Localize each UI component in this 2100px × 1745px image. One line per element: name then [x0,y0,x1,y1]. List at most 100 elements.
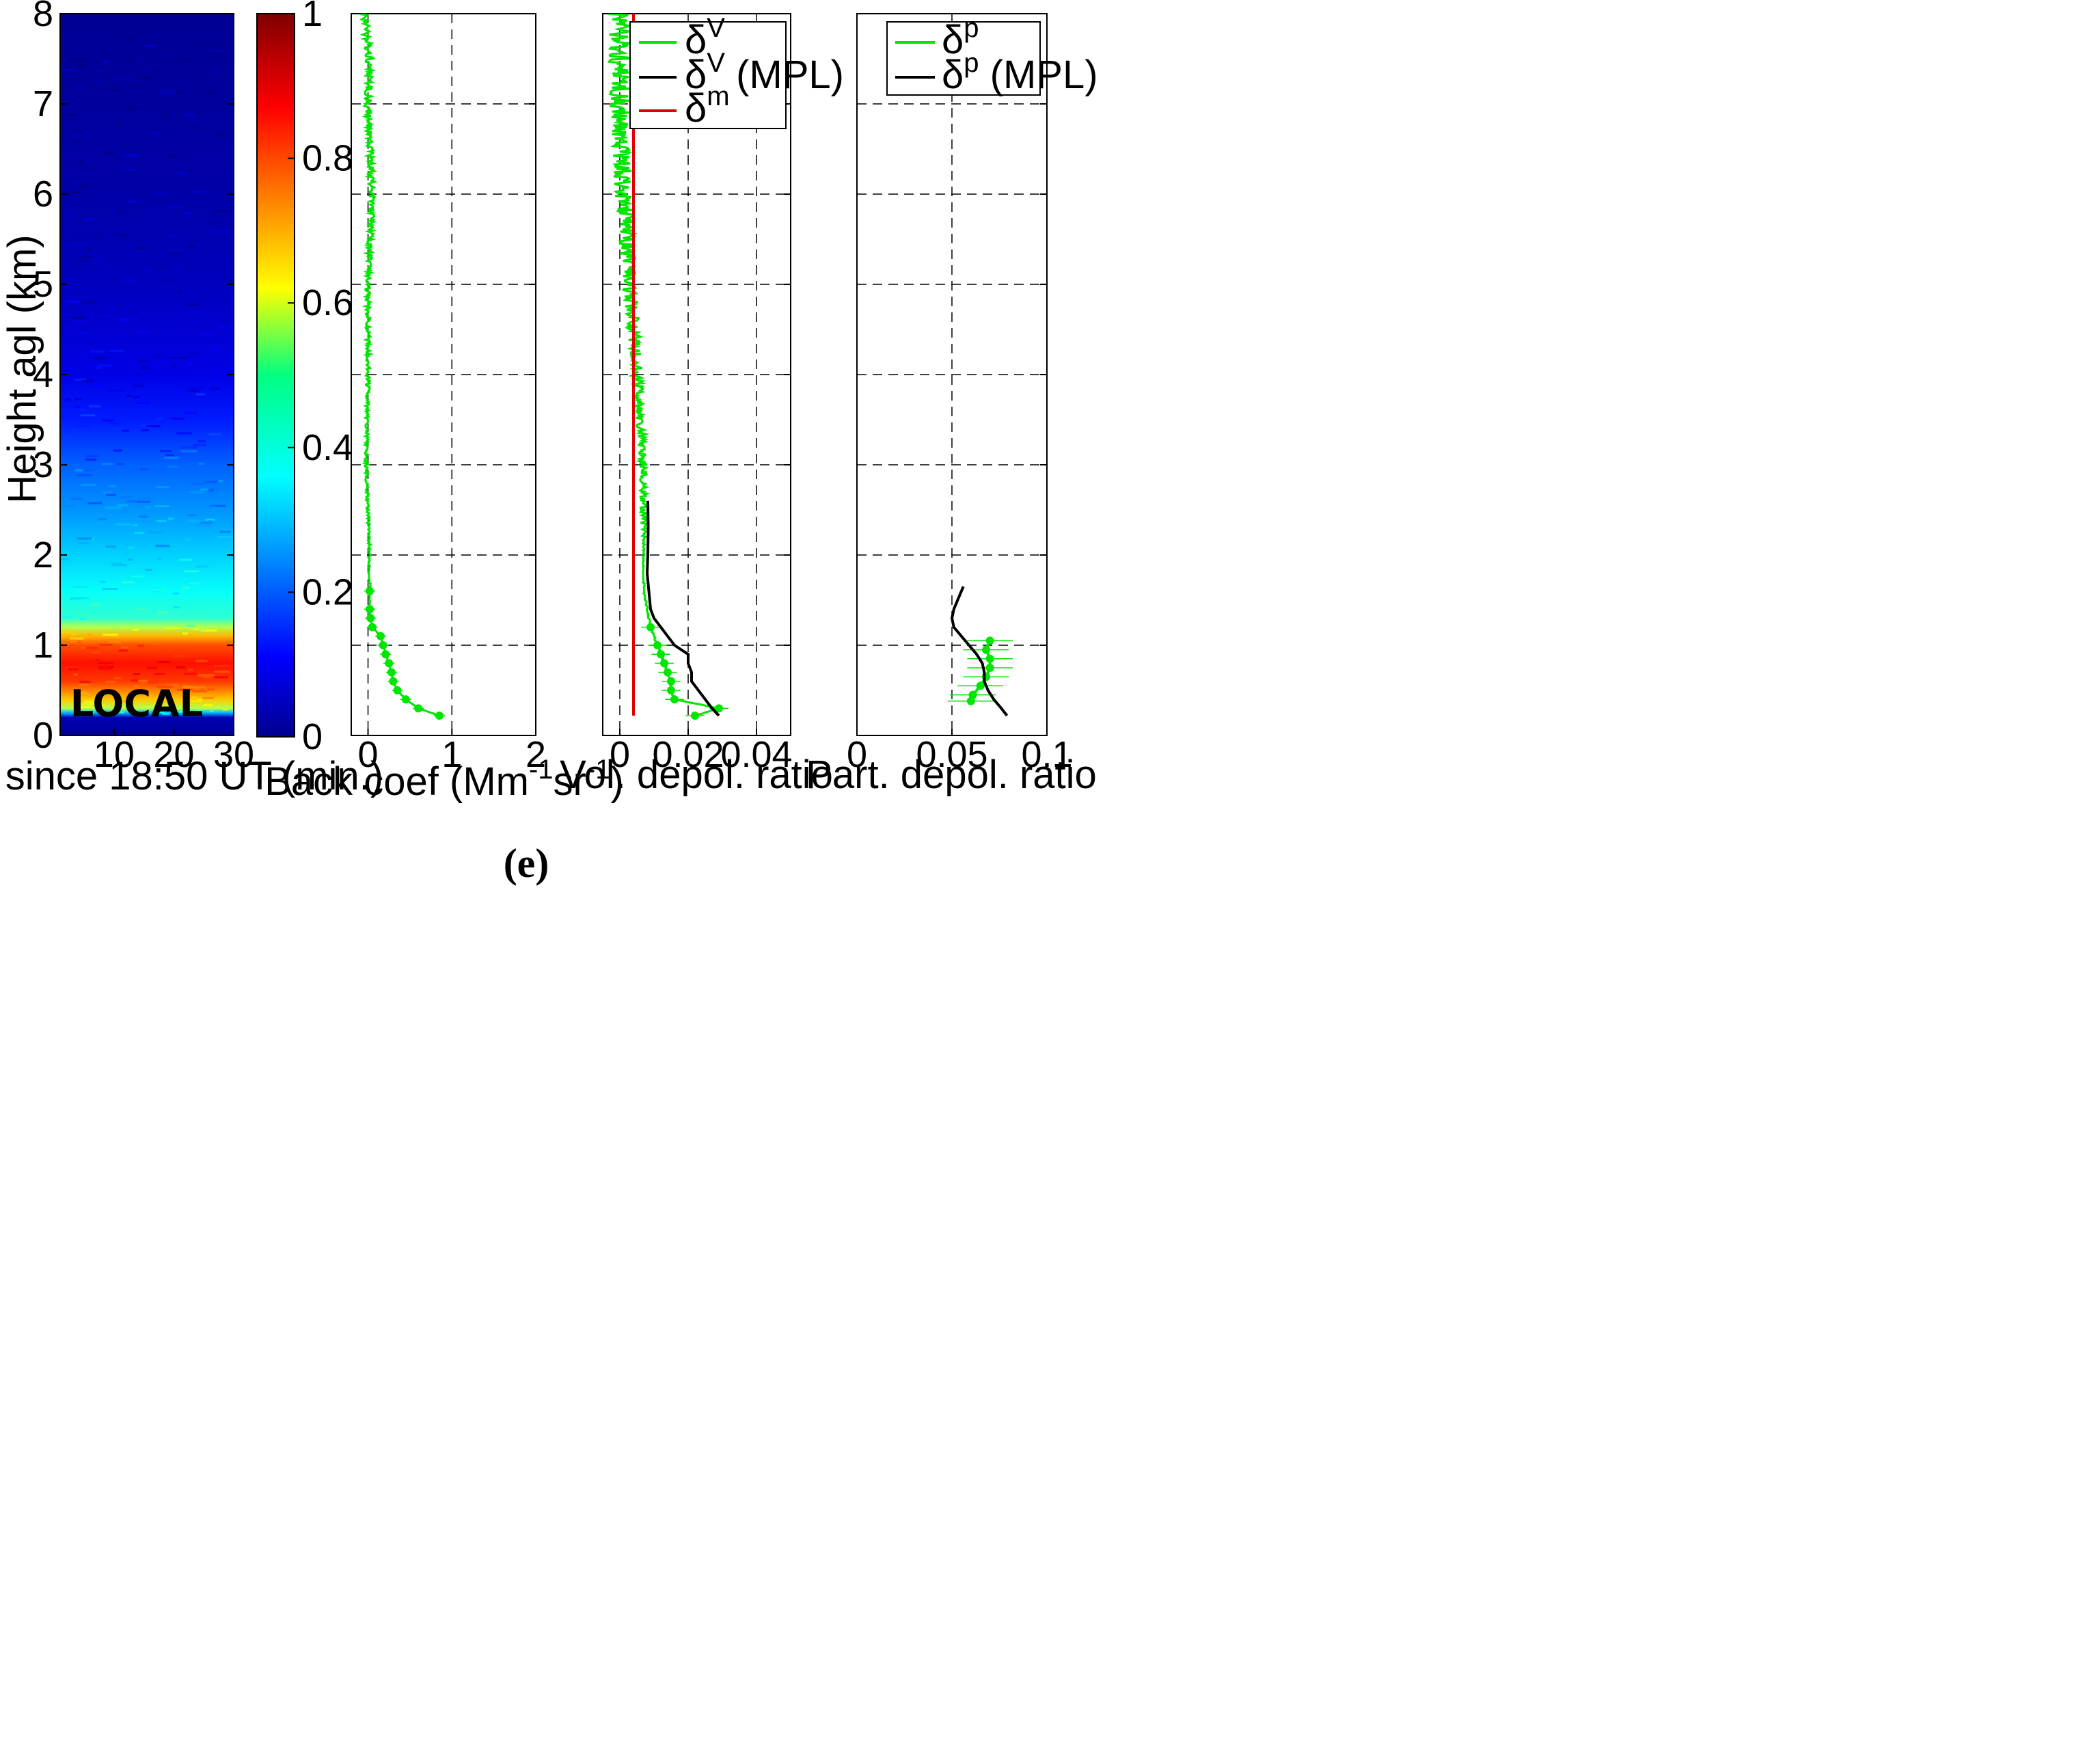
heatmap-streak [113,562,122,565]
heatmap-streak [153,70,160,72]
heatmap-streak [63,435,72,438]
heatmap-streak [182,586,190,589]
heatmap-streak [69,637,83,640]
heatmap-streak [128,558,133,561]
heatmap-streak [92,604,100,606]
heatmap-streak [120,57,127,59]
heatmap-streak [208,433,222,435]
heatmap-y-tick-label: 8 [33,0,53,34]
heatmap-streak [63,56,79,59]
heatmap-streak [172,417,185,420]
heatmap-streak [214,676,228,679]
heatmap-streak [210,230,227,233]
heatmap-streak [85,455,99,457]
heatmap-streak [138,331,149,334]
heatmap-streak [109,640,121,643]
heatmap-streak [86,234,103,236]
heatmap-streak [190,685,198,688]
heatmap-streak [222,77,229,80]
heatmap-streak [222,708,228,711]
heatmap-streak [187,520,203,523]
heatmap-streak [155,486,169,489]
heatmap-streak [115,77,124,79]
heatmap-streak [193,444,206,446]
series-line-δp (MPL) [950,586,1009,717]
x-tick-label: 2 [526,734,546,775]
heatmap-streak [135,608,146,610]
heatmap-streak [79,684,89,686]
heatmap-streak [118,700,131,703]
heatmap-streak [154,673,166,675]
heatmap-streak [200,522,213,524]
heatmap-streak [74,236,81,239]
colorbar-tick-label: 0.2 [302,571,353,612]
heatmap-streak [103,665,109,668]
heatmap-streak [113,626,119,629]
heatmap-streak [105,152,115,154]
heatmap-streak [204,368,213,370]
heatmap-streak [195,66,201,68]
heatmap-streak [77,474,92,476]
heatmap-streak [118,150,133,153]
heatmap-streak [169,252,185,255]
heatmap-streak [131,575,145,578]
heatmap-streak [90,350,104,353]
heatmap-streak [65,191,81,194]
heatmap-streak [63,369,70,372]
heatmap-streak [133,673,141,675]
heatmap-streak [165,280,174,283]
heatmap-x-label: Time since 18:50 UT (min.) [0,754,383,798]
heatmap-streak [195,660,208,662]
heatmap-streak [140,468,148,471]
heatmap-streak [196,709,202,712]
backscatter-frame [351,13,536,736]
heatmap-streak [155,545,170,547]
heatmap-texture [60,38,233,715]
heatmap-streak [70,640,77,642]
x-tick-label: 1 [441,734,462,775]
heatmap-streak [213,694,218,697]
heatmap-y-tick-label: 6 [33,174,53,215]
heatmap-streak [141,705,152,708]
heatmap-y-tick-label: 1 [33,625,53,666]
heatmap-streak [206,489,214,491]
heatmap-streak [132,524,138,527]
heatmap-streak [148,531,164,534]
heatmap-streak [72,599,85,601]
heatmap-streak [158,570,165,573]
heatmap-streak [196,393,206,396]
heatmap-streak [207,688,215,691]
heatmap-streak [98,704,106,707]
heatmap-streak [61,631,70,634]
heatmap-streak [135,401,151,404]
heatmap-streak [98,609,103,612]
legend-label-dv: δV [685,13,725,62]
heatmap-y-tick-label: 7 [33,83,53,124]
heatmap-streak [139,70,152,73]
heatmap-streak [214,220,221,223]
heatmap-streak [120,554,135,556]
heatmap-streak [64,398,72,401]
heatmap-streak [210,348,219,351]
heatmap-streak [173,265,180,268]
heatmap-streak [178,613,188,616]
heatmap-streak [153,193,169,195]
partdepol-legend: δp δp (MPL) [886,13,1098,97]
heatmap-streak [109,389,125,392]
heatmap-streak [182,698,189,701]
heatmap-streak [80,167,94,170]
heatmap-streak [131,690,146,692]
heatmap-streak [116,304,124,307]
heatmap-streak [198,462,204,465]
heatmap-streak [209,710,214,713]
heatmap-streak [116,210,126,213]
heatmap-streak [183,570,200,573]
heatmap-streak [131,712,145,714]
heatmap-streak [204,488,218,491]
heatmap-streak [122,169,137,172]
heatmap-streak [121,581,135,584]
heatmap-streak [194,524,211,527]
heatmap-streak [176,432,193,435]
heatmap-streak [77,184,93,187]
heatmap-streak [74,425,92,428]
